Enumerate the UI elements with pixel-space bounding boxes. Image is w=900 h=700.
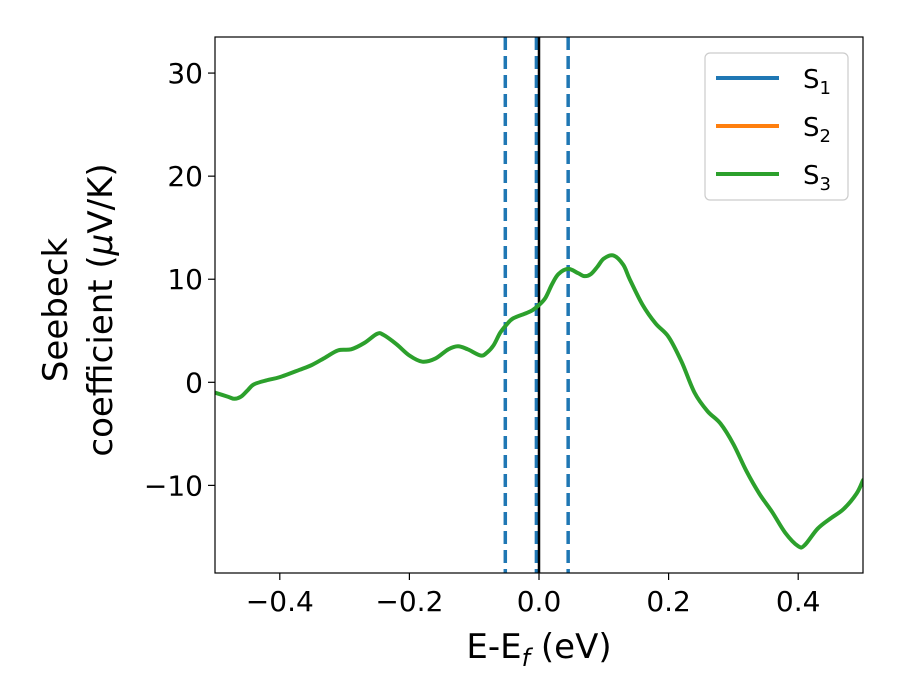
y-tick-label: 30 [167,57,203,90]
y-tick-label: −10 [144,469,203,502]
legend-label: S3 [803,161,831,195]
legend: S1 S2 S3 [704,52,849,201]
y-tick-label: 10 [167,263,203,296]
y-tick-label: 20 [167,160,203,193]
series-line-s3 [215,253,863,550]
legend-label: S1 [803,65,831,99]
x-tick-label: −0.4 [246,585,314,618]
y-axis-label-line2: coefficient (μV/K) [81,163,121,456]
y-axis-label: Seebeck coefficient (μV/K) [36,163,121,456]
x-tick-label: −0.2 [375,585,443,618]
x-tick-label: 0.2 [646,585,691,618]
x-tick-label: 0.0 [517,585,562,618]
y-tick-label: 0 [185,366,203,399]
x-tick-label: 0.4 [776,585,821,618]
y-axis-label-line1: Seebeck [36,238,76,383]
x-axis-label: E-Ef (eV) [466,627,611,672]
legend-label: S2 [803,113,831,147]
